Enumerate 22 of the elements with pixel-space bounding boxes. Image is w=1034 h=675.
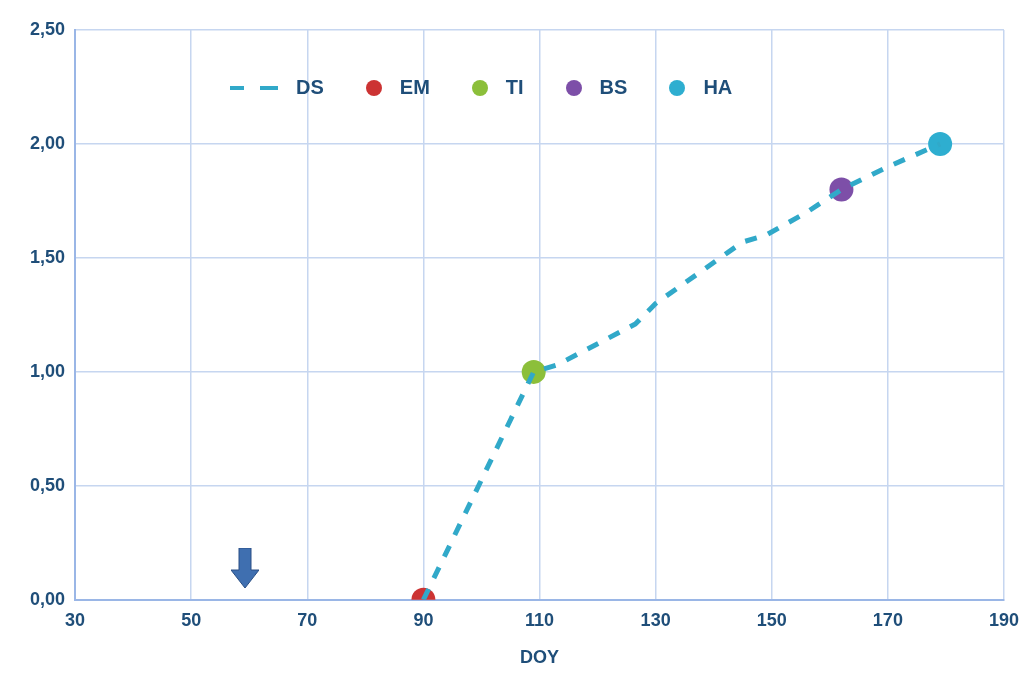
- x-tick-label: 150: [756, 609, 787, 630]
- legend-label: TI: [505, 76, 524, 99]
- y-tick-label: 0,00: [29, 588, 66, 609]
- x-tick-label: 110: [524, 609, 555, 630]
- y-tick-label: 0,50: [29, 474, 66, 495]
- y-tick-label: 2,50: [29, 18, 66, 39]
- y-tick-label: 2,00: [29, 132, 66, 153]
- x-tick-label: 70: [297, 609, 318, 630]
- legend-label: DS: [296, 76, 324, 99]
- x-tick-label: 170: [872, 609, 903, 630]
- y-tick-label: 1,00: [29, 360, 66, 381]
- x-tick-label: 130: [640, 609, 671, 630]
- legend-label: EM: [399, 76, 430, 99]
- x-axis-title: DOY: [520, 647, 560, 668]
- legend-label: HA: [703, 76, 733, 99]
- legend-label: BS: [599, 76, 628, 99]
- point: [928, 131, 953, 156]
- x-tick-label: 30: [65, 609, 86, 630]
- x-tick-label: 190: [988, 609, 1020, 630]
- x-tick-label: 90: [413, 609, 434, 630]
- x-tick-label: 50: [181, 609, 202, 630]
- y-tick-label: 1,50: [29, 246, 66, 267]
